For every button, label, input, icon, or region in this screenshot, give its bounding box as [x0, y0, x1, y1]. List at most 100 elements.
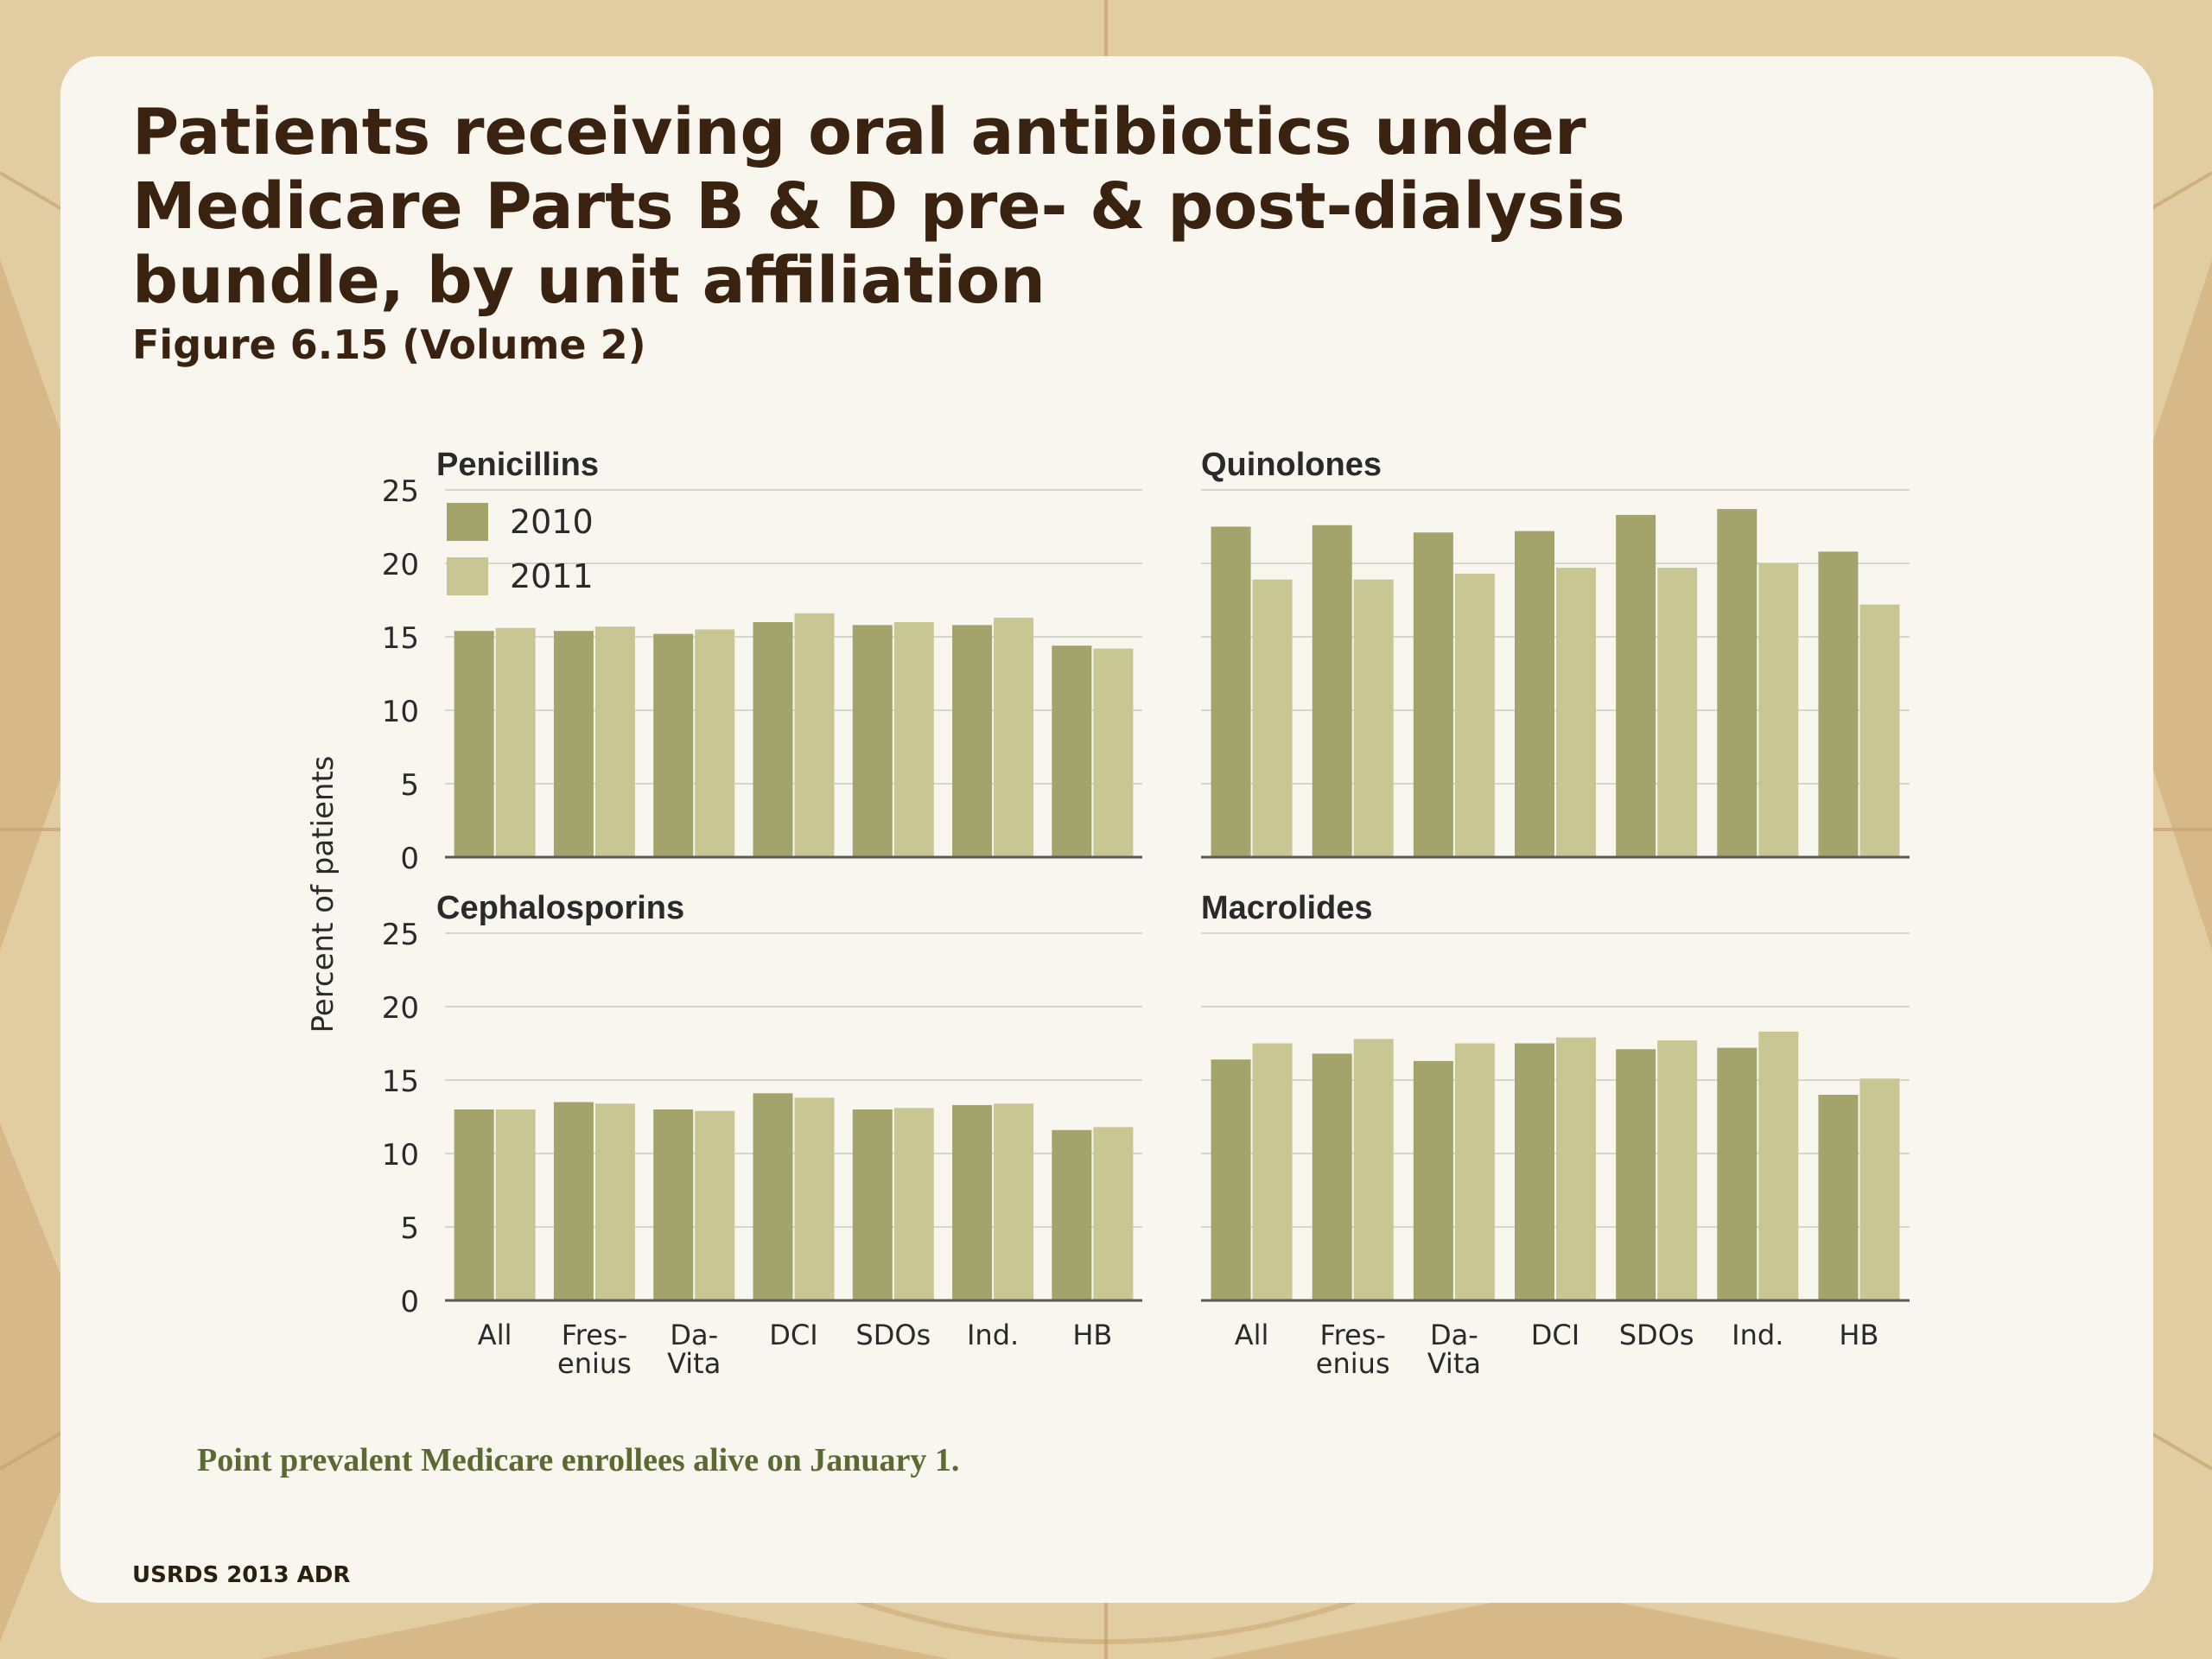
footnote: Point prevalent Medicare enrollees alive…: [197, 1442, 960, 1478]
bar-2011-4: [893, 622, 934, 857]
x-tick-label: Da-: [670, 1319, 718, 1351]
bar-2011-6: [1859, 604, 1900, 857]
title-line-2: Medicare Parts B & D pre- & post-dialysi…: [132, 169, 1625, 244]
y-tick-label: 10: [382, 1138, 419, 1173]
bar-2010-6: [1052, 645, 1092, 857]
panel-title: Cephalosporins: [436, 890, 684, 926]
x-tick-label: DCI: [1531, 1319, 1580, 1351]
y-tick-label: 20: [382, 548, 419, 582]
bar-2010-3: [1515, 531, 1554, 857]
bar-2011-1: [1353, 1039, 1394, 1300]
x-tick-label: Fres-: [562, 1319, 627, 1351]
bar-2011-3: [794, 613, 835, 857]
figure-subtitle: Figure 6.15 (Volume 2): [132, 321, 646, 368]
source-label: USRDS 2013 ADR: [132, 1562, 351, 1588]
bar-2010-1: [1312, 524, 1352, 857]
y-tick-label: 25: [382, 474, 419, 509]
bar-2010-5: [1717, 509, 1758, 857]
title-line-3: bundle, by unit affiliation: [132, 244, 1046, 318]
panel-title: Quinolones: [1201, 447, 1382, 483]
bar-2010-6: [1052, 1129, 1092, 1300]
bar-2011-1: [594, 1103, 635, 1300]
bar-2010-1: [553, 631, 594, 857]
x-tick-label: All: [1235, 1319, 1269, 1351]
bar-2011-2: [695, 1110, 735, 1300]
bar-2010-0: [1211, 526, 1251, 857]
bar-2011-3: [794, 1097, 835, 1300]
bar-2010-1: [1312, 1053, 1352, 1300]
panel-cephalosporins: 0 5 10 15 20 25 Cephalosporins All Fres-enius Da-…: [382, 890, 1142, 1380]
bar-2010-2: [1413, 532, 1453, 857]
y-tick-label: 5: [400, 768, 419, 803]
bar-2011-0: [1252, 579, 1293, 857]
panel-macrolides: Macrolides All Fres-enius Da-Vita DCI SDOs Ind…: [1201, 890, 1910, 1380]
x-tick-label: SDOs: [1619, 1319, 1694, 1351]
y-tick-label: 20: [382, 991, 419, 1026]
y-axis-label: Percent of patients: [306, 755, 340, 1033]
bar-2010-5: [1717, 1047, 1758, 1300]
bar-2010-3: [753, 622, 793, 857]
x-tick-label: Da-: [1430, 1319, 1478, 1351]
y-tick-label: 15: [382, 1065, 419, 1099]
bar-2010-0: [454, 631, 494, 857]
bar-2010-0: [454, 1109, 494, 1300]
bar-2011-4: [1657, 1040, 1698, 1300]
bar-2010-0: [1211, 1059, 1251, 1300]
bar-2011-2: [1454, 573, 1495, 857]
bar-2011-1: [1353, 579, 1394, 857]
x-tick-label: enius: [1316, 1347, 1390, 1380]
bar-2010-5: [952, 1104, 993, 1300]
bar-2010-4: [1616, 514, 1656, 857]
bar-2011-1: [594, 626, 635, 857]
bar-2010-3: [1515, 1043, 1554, 1300]
x-tick-label: Ind.: [967, 1319, 1019, 1351]
x-tick-label: HB: [1072, 1319, 1112, 1351]
slide-title: Patients receiving oral antibiotics unde…: [132, 95, 1947, 318]
bar-2010-6: [1818, 551, 1859, 857]
bar-2010-4: [1616, 1049, 1656, 1300]
bar-2010-4: [852, 625, 893, 857]
panel-quinolones: Quinolones: [1201, 447, 1910, 859]
panel-penicillins: 0 5 10 15 20 25 Penicillins: [382, 447, 1142, 876]
bar-2010-5: [952, 625, 993, 857]
bar-2010-2: [653, 1109, 694, 1300]
bar-2011-4: [893, 1108, 934, 1300]
y-tick-label: 15: [382, 621, 419, 656]
bar-2011-6: [1093, 648, 1134, 857]
bar-2010-2: [1413, 1060, 1453, 1300]
bar-2011-3: [1556, 1037, 1596, 1300]
x-tick-label: Ind.: [1732, 1319, 1783, 1351]
bar-2011-0: [1252, 1043, 1293, 1300]
bar-2011-6: [1093, 1127, 1134, 1300]
x-tick-label: DCI: [769, 1319, 817, 1351]
legend-swatch-2011: [447, 557, 488, 595]
y-tick-label: 5: [400, 1211, 419, 1246]
x-tick-label: Vita: [667, 1347, 721, 1380]
bar-2011-5: [994, 1103, 1034, 1300]
y-tick-label: 0: [400, 1285, 419, 1319]
bar-2011-0: [495, 1109, 536, 1300]
y-tick-label: 0: [400, 842, 419, 876]
bar-2011-5: [1758, 563, 1799, 857]
bar-2011-0: [495, 627, 536, 857]
x-tick-label: Fres-: [1319, 1319, 1385, 1351]
bar-2010-1: [553, 1102, 594, 1300]
bar-2010-4: [852, 1109, 893, 1300]
legend-label-2011: 2011: [510, 557, 594, 595]
x-tick-label: Vita: [1427, 1347, 1481, 1380]
y-tick-label: 10: [382, 695, 419, 729]
panel-title: Penicillins: [436, 447, 599, 483]
x-tick-label: All: [478, 1319, 512, 1351]
bar-2011-2: [695, 629, 735, 857]
x-tick-label: SDOs: [855, 1319, 931, 1351]
bar-2011-2: [1454, 1043, 1495, 1300]
bar-2011-6: [1859, 1078, 1900, 1300]
bar-2010-3: [753, 1093, 793, 1300]
bar-2011-3: [1556, 568, 1596, 857]
bar-2011-5: [994, 617, 1034, 857]
x-tick-label: HB: [1839, 1319, 1878, 1351]
panel-title: Macrolides: [1201, 890, 1373, 926]
x-tick-label: enius: [557, 1347, 632, 1380]
legend-swatch-2010: [447, 503, 488, 541]
